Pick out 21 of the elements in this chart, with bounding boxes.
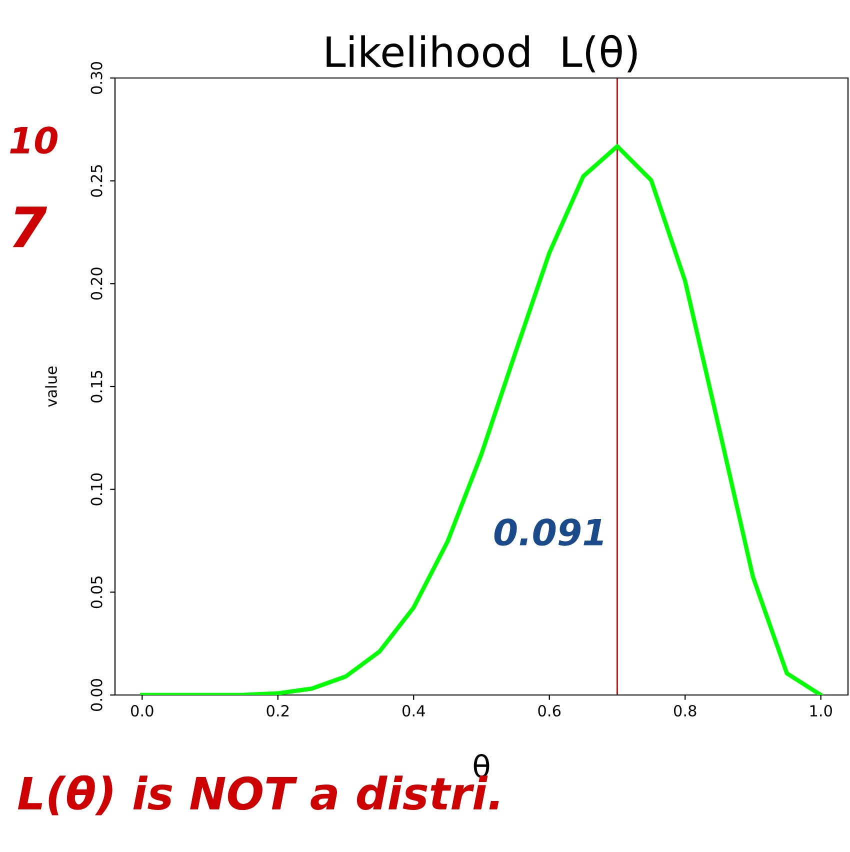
- annotation: 0.091: [494, 518, 603, 546]
- y-tick-label: 0.15: [90, 370, 102, 402]
- y-tick-label: 0.05: [90, 576, 102, 608]
- y-tick-label: 0.10: [90, 473, 102, 506]
- x-tick-label: 1.0: [810, 704, 832, 717]
- y-axis-title: value: [45, 366, 57, 407]
- chart-title: Likelihood L(θ): [326, 34, 637, 72]
- y-tick-label: 0.20: [90, 268, 102, 300]
- x-axis-title: θ: [474, 754, 490, 778]
- x-tick-label: 0.4: [402, 704, 425, 717]
- x-tick-label: 0.8: [674, 704, 696, 717]
- text: 7: [12, 206, 48, 248]
- line-series: [140, 144, 823, 695]
- text: L(θ) is NOT a distri.: [18, 775, 499, 816]
- y-tick-label: 0.00: [90, 679, 102, 711]
- y-tick-label: 0.25: [90, 165, 102, 197]
- y-tick-label: 0.30: [90, 62, 102, 94]
- x-tick-label: 0.0: [131, 704, 154, 717]
- text: 10: [10, 126, 58, 154]
- x-tick-label: 0.6: [538, 704, 561, 717]
- x-tick-label: 0.2: [266, 704, 289, 717]
